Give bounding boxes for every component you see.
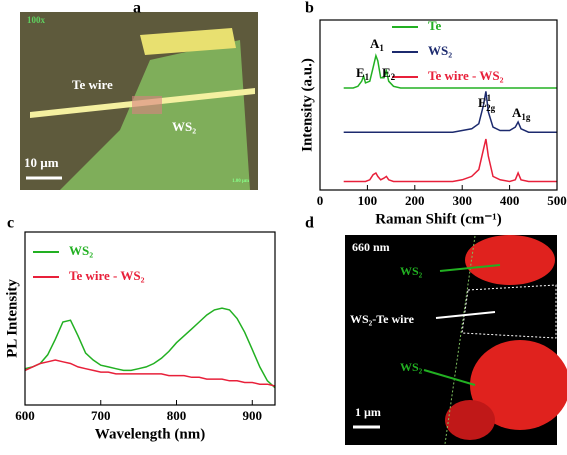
peak-label-sub: 2g [486,103,496,113]
x-axis-label: Wavelength (nm) [95,426,205,442]
legend-label: Te wire - WS₂ [428,68,504,83]
peak-label-sub: 1 [365,72,370,82]
peak-label: A1 [370,36,384,53]
image-label: WS₂ [172,119,196,134]
peak-label-main: E [478,95,487,110]
x-tick-label: 800 [167,408,187,423]
peak-label-sup: 1 [487,93,492,103]
legend-label: WS₂ [428,43,452,58]
peak-label: A1g [512,105,531,122]
scale-label: 10 µm [24,155,59,170]
ws2-flake [60,40,250,190]
series-line [343,53,557,89]
wire-region [461,284,557,339]
x-tick-label: 0 [317,193,324,208]
image-label: Te wire [72,77,113,92]
panel-d-image [345,235,567,445]
x-tick-label: 700 [91,408,111,423]
legend-label: Te [428,18,441,33]
peak-label: E1 [356,65,370,82]
panel-label: d [305,215,314,232]
peak-label-main: E [382,65,391,80]
image-label: WS₂ [400,264,423,278]
x-tick-label: 300 [452,193,472,208]
panel-a-image [20,12,258,190]
series-line [24,359,276,387]
arrow [439,264,501,272]
peak-label-sub: 1g [521,112,531,122]
x-tick-label: 600 [15,408,35,423]
pl-blob [465,235,555,285]
panel-label: c [7,215,14,232]
arrow [435,311,496,319]
x-tick-label: 400 [500,193,520,208]
y-axis-label: Intensity (a.u.) [299,58,315,152]
legend-label: WS₂ [69,243,93,258]
te-flake [140,28,236,55]
scale-label: 1 µm [355,405,381,419]
series-line [343,91,557,133]
series-line [343,138,557,183]
x-tick-label: 200 [405,193,425,208]
image-label: WS₂-Te wire [350,312,415,326]
arrow [423,369,476,386]
peak-label: E2 [382,65,396,82]
peak-label-main: A [370,36,380,51]
x-axis-label: Raman Shift (cm⁻¹) [375,211,502,227]
pl-blob [470,340,567,430]
plot-frame [319,19,558,191]
x-tick-label: 900 [243,408,263,423]
image-label: 660 nm [352,240,390,254]
scale-label: 1.00 µm [232,179,250,184]
legend-label: Te wire - WS₂ [69,268,145,283]
pl-blob [445,400,495,440]
peak-label-sub: 2 [391,72,396,82]
magnification: 100x [27,15,46,25]
y-axis-label: PL Intensity [4,279,20,358]
image-label: WS₂ [400,360,423,374]
peak-label-main: A [512,105,522,120]
panel-label: a [133,0,141,17]
series-line [24,307,276,389]
peak-label-sub: 1 [379,43,384,53]
panel-label: b [305,0,314,17]
overlap [132,96,162,114]
peak-label: E1 2g [478,93,496,113]
edge-line [444,235,476,445]
x-tick-label: 500 [547,193,567,208]
x-tick-label: 100 [358,193,378,208]
plot-frame [24,231,276,406]
peak-label-main: E [356,65,365,80]
